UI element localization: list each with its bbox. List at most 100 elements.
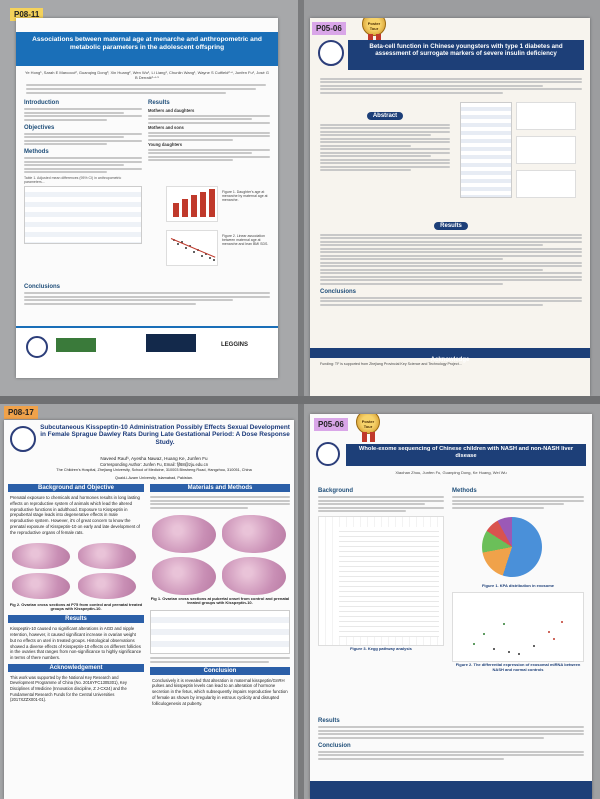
results-table [460,102,512,198]
corresponding-author: Corresponding Author: Junfen Fu, Email: … [99,462,209,467]
poster-authors: Ye Hong¹, Sarah E Marcocci², Guanqing Do… [25,70,269,81]
poster-title: Beta-cell function in Chinese youngsters… [369,43,563,58]
ovary-section-image [152,556,216,595]
background-text: Prenatal exposure to chemicals and hormo… [10,495,140,535]
figure-caption: Figure 3. Kegg pathway analysis [350,646,412,651]
award-ribbon [376,34,381,44]
poster-tour-award-badge: Poster Tour [356,414,380,434]
sponsor-logo-text: LEGGINS [221,342,249,348]
heatmap-figure [318,516,444,646]
panel-bottom-right: P05-06 Poster Tour Whole-exome sequencin… [304,404,600,799]
panel-top-left: P08-11 Associations between maternal age… [0,0,298,396]
results-subheading: Mothers and sons [148,125,184,130]
poster-kisspeptin: Subcutaneous Kisspeptin-10 Administratio… [4,420,294,799]
horizontal-divider [0,396,600,404]
left-column: Background and Objective Prenatal exposu… [8,484,144,706]
results-text: Kisspeptin-10 caused no significant alte… [10,626,142,661]
section-heading-conclusion: Conclusion [150,666,290,675]
poster-beta-cell: P05-06 Poster Tour Beta-cell function in… [310,18,590,396]
section-heading-results: Results [8,615,144,624]
section-heading-conclusions: Conclusions [24,284,61,290]
section-heading-introduction: Introduction [24,100,59,106]
bottom-text: Results Conclusion [318,714,584,761]
volcano-plot-figure [452,591,584,662]
conclusions-block: Conclusions [24,280,270,306]
award-ribbon [370,432,375,442]
poster-nash-exosome: P05-06 Poster Tour Whole-exome sequencin… [310,414,592,799]
poster-title-band: Whole-exome sequencing of Chinese childr… [346,444,586,466]
ovary-section-image [12,542,70,569]
poster-authors: Naveed Rauf¹, Ayesha Nawaz, Huang Ke, Ju… [100,456,208,461]
poster-code-label: P08-11 [10,8,44,21]
ovary-section-image [12,572,70,599]
poster-title: Whole-exome sequencing of Chinese childr… [358,446,574,459]
figure-caption: Figure 1. KPA distribution in exosome [481,582,554,588]
section-heading-methods: Materials and Methods [150,484,290,492]
figure-caption: Fig 2. Ovarian cross sections at P75 fro… [9,601,143,612]
section-heading-results: Results [434,222,468,230]
figure-caption: Figure 2. Linear association between mat… [222,234,269,246]
acknowledge-text: Funding: TF is supported from Zhejiang P… [320,362,462,366]
poster-title-band: Associations between maternal age at men… [16,32,278,66]
acknowledgement-text: This work was supported by the National … [10,674,127,703]
figure-caption: Figure 1. Daughter's age at menarche by … [222,190,268,202]
figure-caption: Figure 2. The differential expression of… [455,661,581,672]
poster-title-band: Beta-cell function in Chinese youngsters… [348,40,584,70]
poster-title: Subcutaneous Kisspeptin-10 Administratio… [40,424,290,446]
bar-chart-figure [166,186,218,222]
tissue-figure-grid [8,541,144,603]
award-ribbon [368,34,373,44]
university-seal-logo [318,40,344,66]
poster-maternal-menarche: Associations between maternal age at men… [16,18,278,378]
section-heading-background: Background and Objective [8,484,144,492]
section-heading-results: Results [148,100,170,106]
hormone-table [150,610,290,655]
partner-logo [56,338,96,352]
results-subheading: Mothers and daughters [148,108,195,113]
scatter-plot-figure [516,136,576,164]
right-column: Materials and Methods Fig 1. Ovarian cro… [150,484,290,710]
pie-chart-figure [452,513,584,583]
ovary-section-image [78,572,136,599]
panel-bottom-left: P08-17 Subcutaneous Kisspeptin-10 Admini… [0,404,298,799]
conclusion-text: Conclusively it is revealed that alterat… [152,677,288,706]
poster-authors: Xiaohan Zhou, Junfen Fu, Guanping Dong, … [395,470,507,475]
ovary-section-image [152,514,216,553]
regression-plots [460,102,582,202]
affiliation-line [26,83,266,86]
affiliation: The Children's Hospital, Zhejiang Univer… [56,468,252,472]
scatter-plot-figure [516,102,576,130]
scatter-plot-figure [166,230,218,266]
results-table [24,186,142,244]
scatter-plot-figure [516,170,576,198]
affiliation: Quaid-i-Azam University, Islamabad, Paki… [114,476,193,480]
university-seal-logo [10,426,36,452]
panel-top-right: P05-06 Poster Tour Beta-cell function in… [304,0,600,396]
left-column: Background Figure 3. Kegg pathway analys… [318,484,444,651]
section-heading-acknowledgement: Acknowledgement [8,663,144,672]
section-heading-acknowledge: Acknowledge [430,357,470,363]
left-column: Introduction Objectives Methods Table 1.… [24,96,142,244]
section-heading-results: Results [318,718,340,724]
affiliations-block [320,76,582,95]
section-heading-methods: Methods [452,488,477,494]
footer-band [310,781,592,799]
award-ribbon [362,432,367,442]
ovary-section-image [222,514,286,553]
figure-caption: Fig 1. Ovarian cross sections at puberta… [150,595,290,606]
poster-code-label: P08-17 [4,406,38,419]
abstract-block-left: Abstract [320,104,450,173]
table-caption: Table 1. Adjusted mean differences (95% … [24,176,122,184]
ovary-section-image [222,556,286,595]
section-heading-objectives: Objectives [24,124,55,131]
poster-code-label: P05-06 [312,22,346,35]
poster-code-label: P05-06 [314,418,348,431]
poster-title: Associations between maternal age at men… [32,36,262,51]
acknowledge-band: Acknowledge [310,348,590,363]
ovary-section-image [78,542,136,569]
section-heading-conclusions: Conclusions [320,288,357,295]
university-seal-logo [316,442,340,466]
university-seal-logo [26,336,48,358]
tissue-figure-grid [150,513,290,597]
section-heading-abstract: Abstract [366,112,404,120]
